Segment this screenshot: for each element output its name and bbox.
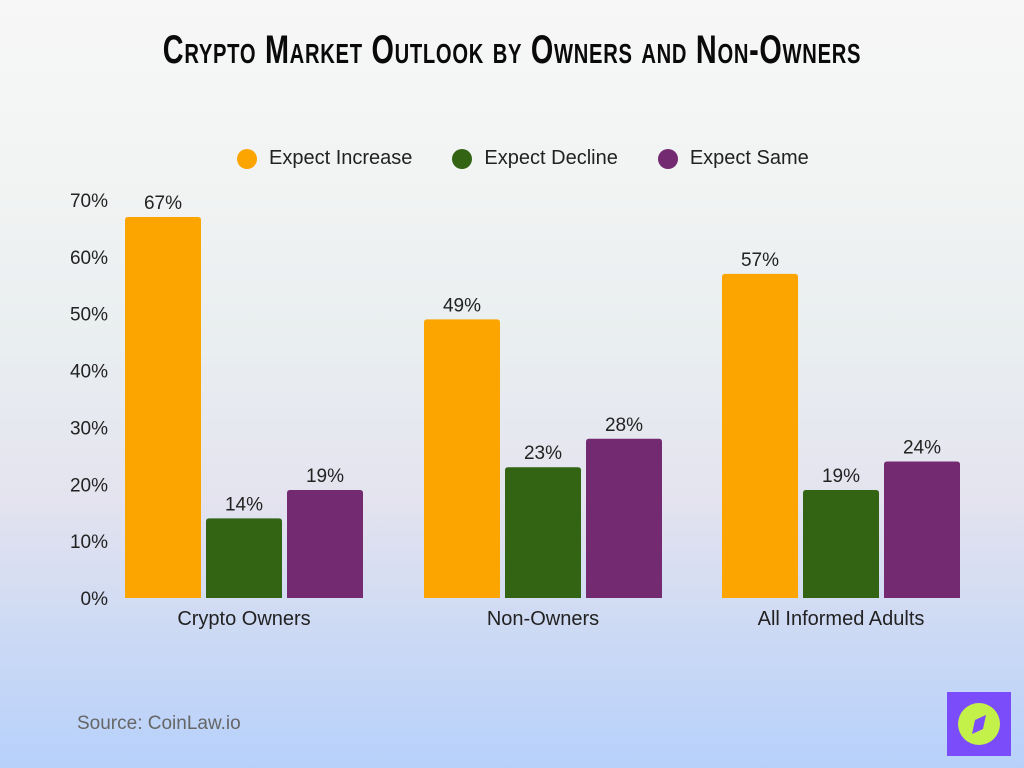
y-tick-label: 10%: [70, 532, 108, 553]
bar: [884, 461, 960, 598]
bar: [206, 518, 282, 598]
bar: [505, 467, 581, 598]
y-tick-label: 20%: [70, 475, 108, 496]
legend-label: Expect Increase: [269, 147, 413, 169]
bar-value-label: 67%: [144, 193, 182, 214]
bar-value-label: 23%: [524, 443, 562, 464]
bar-value-label: 24%: [903, 438, 941, 459]
y-tick-label: 70%: [70, 191, 108, 212]
legend-label: Expect Same: [689, 147, 809, 169]
legend-label: Expect Decline: [484, 147, 618, 169]
bar: [287, 489, 363, 598]
y-tick-label: 0%: [81, 589, 109, 610]
x-tick-label: Non-Owners: [487, 608, 599, 630]
bar: [424, 319, 500, 598]
legend-item-decline: Expect Decline: [452, 147, 618, 170]
source-text: Source: CoinLaw.io: [77, 713, 241, 734]
bar: [125, 217, 201, 599]
y-tick-label: 50%: [70, 305, 108, 326]
bar: [722, 273, 798, 598]
legend: Expect Increase Expect Decline Expect Sa…: [237, 147, 849, 170]
bar-value-label: 28%: [605, 415, 643, 436]
bar-value-label: 19%: [822, 466, 860, 487]
legend-swatch: [237, 148, 257, 169]
y-tick-label: 40%: [70, 362, 108, 383]
x-tick-label: Crypto Owners: [177, 608, 310, 630]
y-tick-label: 60%: [70, 248, 108, 269]
y-tick-label: 30%: [70, 418, 108, 439]
bar: [586, 438, 662, 598]
bar-value-label: 57%: [741, 250, 779, 271]
x-tick-label: All Informed Adults: [758, 608, 925, 630]
compass-icon: [947, 692, 1011, 756]
bar-value-label: 14%: [225, 494, 263, 515]
legend-item-increase: Expect Increase: [237, 147, 412, 170]
bar-value-label: 49%: [443, 295, 481, 316]
legend-swatch: [657, 148, 678, 169]
legend-item-same: Expect Same: [657, 147, 809, 170]
bar-value-label: 19%: [306, 466, 344, 487]
chart-title: Crypto Market Outlook by Owners and Non-…: [162, 28, 862, 72]
legend-swatch: [452, 148, 473, 169]
bar: [803, 489, 879, 598]
